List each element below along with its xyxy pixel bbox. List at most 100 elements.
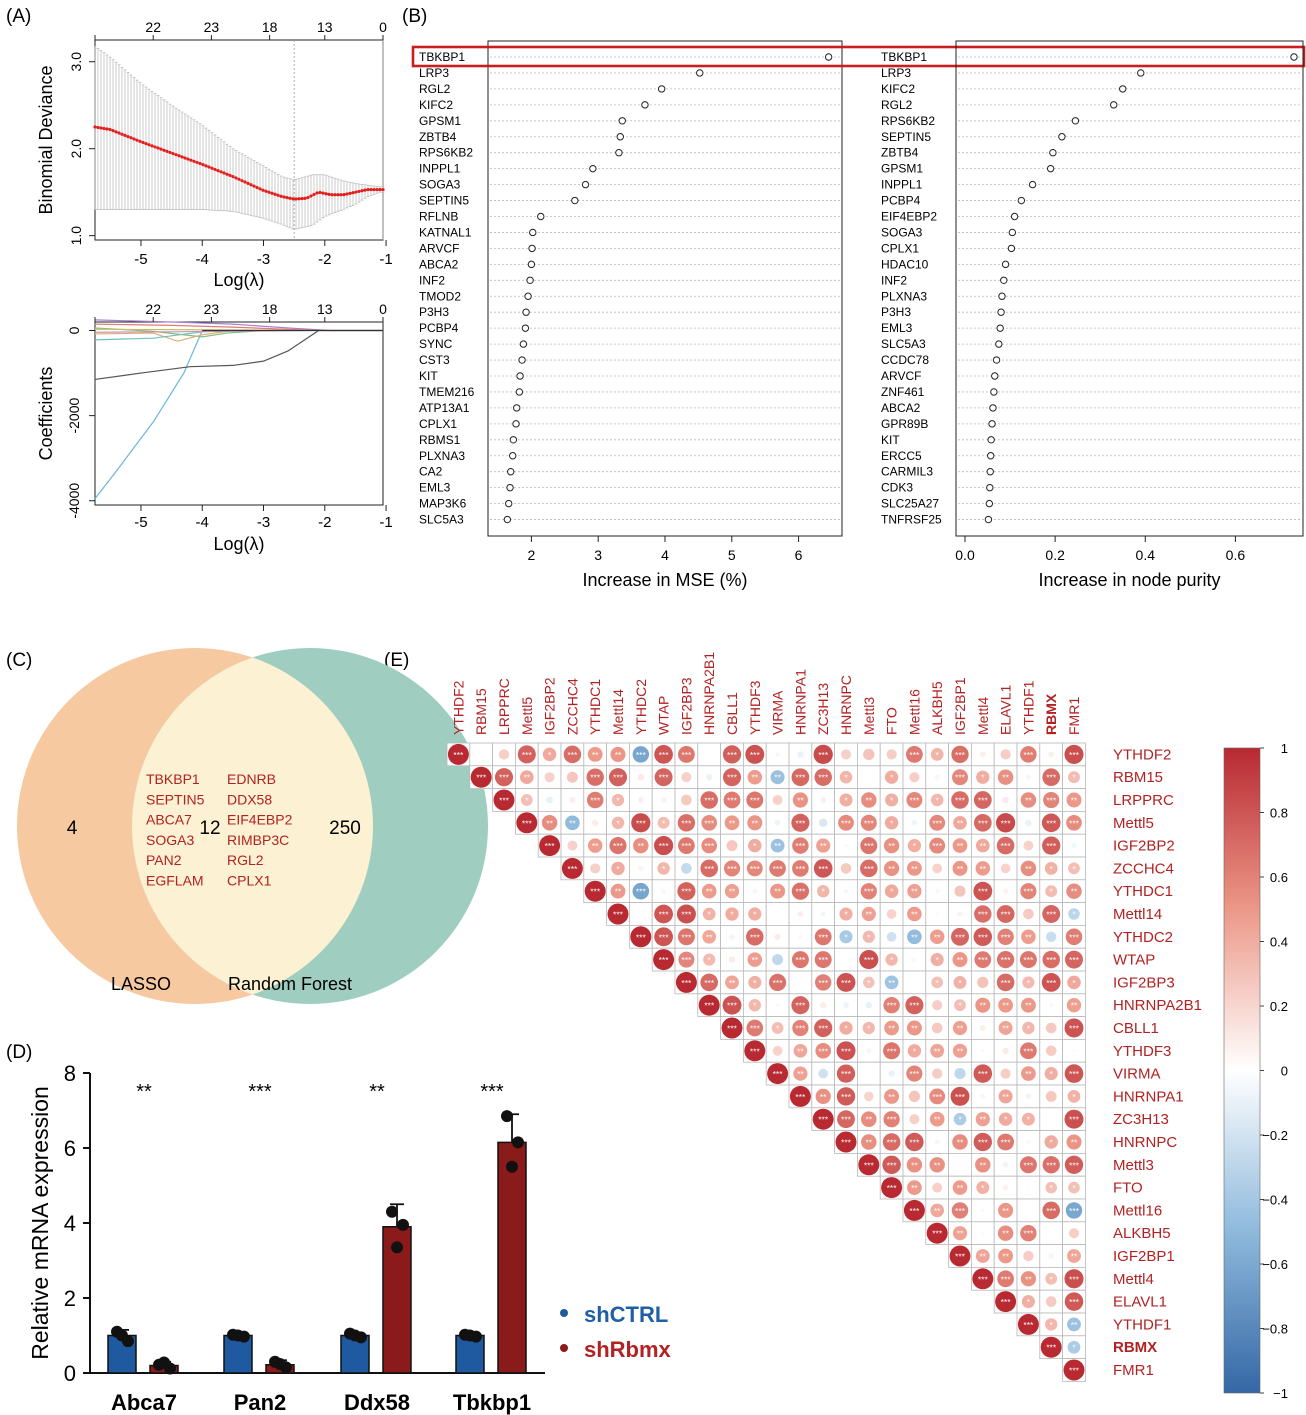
correlation-circle bbox=[980, 1231, 985, 1236]
replicate-point bbox=[501, 1110, 513, 1123]
x-tick-label: 5 bbox=[728, 547, 736, 563]
correlation-circle bbox=[678, 951, 695, 968]
correlation-circle bbox=[997, 951, 1015, 969]
correlation-circle bbox=[772, 794, 783, 806]
deviance-point bbox=[141, 140, 145, 145]
significance-stars: *** bbox=[681, 910, 692, 920]
significance-stars: *** bbox=[522, 750, 533, 760]
significance-stars: *** bbox=[795, 955, 806, 965]
gene-label: CDK3 bbox=[881, 481, 913, 495]
x-tick-label: -2 bbox=[318, 251, 331, 268]
correlation-circle bbox=[775, 1003, 780, 1008]
correlation-circle bbox=[815, 1043, 831, 1059]
correlation-circle bbox=[836, 1087, 856, 1106]
correlation-circle bbox=[951, 745, 969, 764]
importance-point bbox=[1017, 196, 1026, 205]
correlation-circle bbox=[844, 958, 848, 961]
correlation-circle bbox=[517, 745, 536, 764]
significance-stars: *** bbox=[818, 864, 829, 874]
correlation-circle bbox=[1064, 1269, 1084, 1289]
correlation-circle bbox=[1063, 1359, 1085, 1381]
correlation-circle bbox=[1068, 908, 1080, 920]
correlation-circle bbox=[952, 1043, 968, 1058]
colorbar-tick-label: 0 bbox=[1281, 1064, 1288, 1079]
deviance-point bbox=[345, 192, 349, 196]
correlation-circle bbox=[1045, 1022, 1057, 1034]
importance-point bbox=[616, 133, 624, 141]
correlation-circle bbox=[608, 768, 628, 787]
correlation-circle bbox=[952, 1020, 968, 1036]
correlation-circle bbox=[1020, 1271, 1037, 1287]
correlation-circle bbox=[843, 1002, 849, 1009]
significance-stars: *** bbox=[978, 1138, 989, 1148]
importance-point bbox=[618, 117, 626, 125]
gene-label: CPLX1 bbox=[419, 417, 457, 431]
correlation-circle bbox=[862, 930, 875, 943]
importance-point bbox=[571, 196, 579, 205]
correlation-circle bbox=[844, 843, 848, 848]
correlation-circle bbox=[1020, 860, 1037, 877]
significance-stars: *** bbox=[1069, 818, 1080, 828]
row-label: RBMX bbox=[1113, 1339, 1157, 1356]
correlation-circle bbox=[539, 835, 561, 857]
correlation-circle bbox=[725, 975, 739, 990]
correlation-circle bbox=[791, 813, 810, 832]
significance-stars: ** bbox=[911, 1160, 918, 1170]
column-label: HNRNPC bbox=[838, 675, 854, 735]
coefficient-path bbox=[94, 327, 264, 338]
correlation-circle bbox=[950, 1086, 970, 1106]
correlation-circle bbox=[1065, 1202, 1083, 1219]
deviance-point bbox=[99, 126, 103, 130]
correlation-circle bbox=[611, 861, 625, 876]
significance-stars: *** bbox=[955, 796, 966, 806]
correlation-circle bbox=[975, 838, 990, 853]
x-tick-label: 0.2 bbox=[1045, 547, 1065, 563]
correlation-circle bbox=[881, 1177, 903, 1199]
importance-point bbox=[657, 85, 666, 93]
significance-stars: * bbox=[867, 978, 871, 988]
correlation-circle bbox=[700, 859, 719, 878]
correlation-circle bbox=[1045, 1296, 1057, 1307]
correlation-circle bbox=[814, 951, 832, 969]
correlation-circle bbox=[1025, 774, 1031, 780]
significance-stars: *** bbox=[932, 1092, 943, 1102]
importance-point bbox=[526, 276, 534, 284]
correlation-circle bbox=[729, 934, 735, 940]
correlation-circle bbox=[1066, 815, 1082, 831]
correlation-circle bbox=[1048, 751, 1055, 758]
gene-label: GPSM1 bbox=[881, 162, 923, 176]
significance-stars: *** bbox=[955, 932, 966, 942]
gene-label: PLXNA3 bbox=[419, 449, 465, 463]
correlation-circle bbox=[886, 909, 897, 919]
importance-point bbox=[537, 212, 545, 221]
correlation-circle bbox=[1066, 998, 1082, 1013]
significance-stars: *** bbox=[887, 1138, 898, 1148]
correlation-circle bbox=[952, 769, 968, 786]
correlation-circle bbox=[884, 884, 899, 898]
correlation-circle bbox=[569, 796, 576, 804]
correlation-circle bbox=[884, 975, 899, 990]
importance-point bbox=[998, 292, 1006, 300]
significance-stars: * bbox=[822, 887, 826, 897]
correlation-circle bbox=[480, 753, 483, 756]
correlation-circle bbox=[1072, 1049, 1076, 1053]
significance-stars: *** bbox=[681, 887, 692, 897]
deviance-point bbox=[135, 138, 139, 142]
correlation-circle bbox=[814, 928, 832, 946]
y-tick-label: 8 bbox=[64, 1061, 76, 1086]
correlation-circle bbox=[584, 880, 606, 902]
row-label: YTHDF2 bbox=[1113, 746, 1171, 763]
top-tick-label: 18 bbox=[262, 301, 278, 317]
correlation-circle bbox=[997, 1133, 1015, 1151]
replicate-point bbox=[506, 1160, 518, 1173]
significance-stars: *** bbox=[887, 1115, 898, 1125]
y-tick-label: 2 bbox=[64, 1286, 76, 1311]
deviance-point bbox=[213, 167, 217, 172]
deviance-point bbox=[132, 137, 136, 141]
row-label: IGF2BP2 bbox=[1113, 838, 1175, 855]
correlation-circle bbox=[979, 751, 986, 758]
significance-stars: ** bbox=[797, 796, 804, 806]
importance-point bbox=[995, 340, 1003, 348]
rf-only-count: 250 bbox=[329, 818, 361, 839]
